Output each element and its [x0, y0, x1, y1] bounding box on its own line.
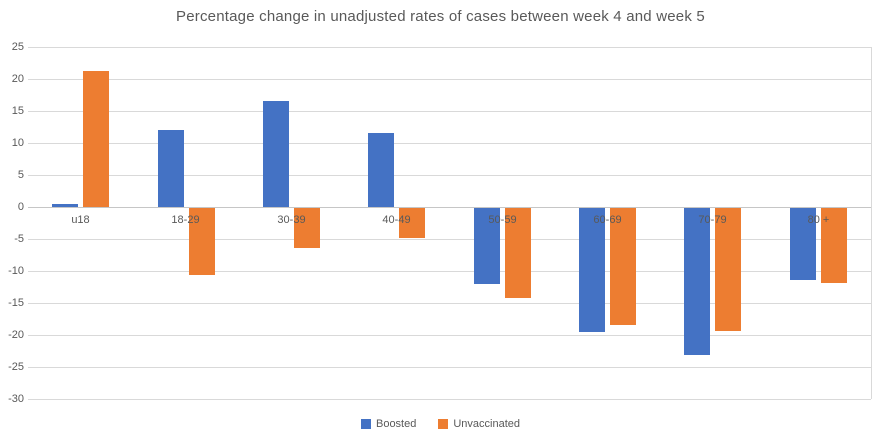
- y-axis-tick-label: 10: [11, 137, 24, 149]
- y-axis-tick-label: 15: [11, 105, 24, 117]
- zero-gridline: [28, 207, 871, 208]
- y-axis-tick-label: -5: [14, 233, 24, 245]
- bar-unvaccinated-70-79: [715, 208, 741, 331]
- gridline: [28, 303, 871, 304]
- y-axis-tick-label: -20: [8, 329, 24, 341]
- gridline: [28, 79, 871, 80]
- x-axis-category-label: 18-29: [171, 214, 200, 226]
- gridline: [28, 399, 871, 400]
- y-axis-tick-label: -25: [8, 361, 24, 373]
- plot-right-border: [871, 47, 872, 399]
- legend-item-boosted: Boosted: [360, 418, 417, 430]
- y-axis-tick-label: 20: [11, 73, 24, 85]
- legend: Boosted Unvaccinated: [0, 418, 881, 430]
- bar-unvaccinated-50-59: [505, 208, 531, 298]
- bar-unvaccinated-u18: [83, 71, 109, 207]
- gridline: [28, 367, 871, 368]
- legend-label: Boosted: [375, 418, 417, 430]
- x-axis-category-label: 40-49: [382, 214, 411, 226]
- y-axis-tick-label: -10: [8, 265, 24, 277]
- gridline: [28, 175, 871, 176]
- bar-boosted-40-49: [368, 133, 394, 207]
- gridline: [28, 239, 871, 240]
- gridline: [28, 47, 871, 48]
- legend-label: Unvaccinated: [453, 418, 521, 430]
- chart-title: Percentage change in unadjusted rates of…: [176, 8, 705, 25]
- x-axis-category-label: u18: [71, 214, 90, 226]
- y-axis-tick-label: -30: [8, 393, 24, 405]
- y-axis-tick-label: 25: [11, 41, 24, 53]
- gridline: [28, 335, 871, 336]
- bar-boosted-50-59: [474, 208, 500, 284]
- legend-swatch-unvaccinated: [438, 419, 449, 429]
- y-axis-tick-label: 5: [17, 169, 24, 181]
- bar-unvaccinated-80+: [821, 208, 847, 283]
- legend-item-unvaccinated: Unvaccinated: [438, 418, 520, 430]
- bar-boosted-70-79: [684, 208, 710, 355]
- y-axis-tick-label: 0: [17, 201, 24, 213]
- gridline: [28, 271, 871, 272]
- bar-unvaccinated-30-39: [294, 208, 320, 248]
- bar-boosted-60-69: [579, 208, 605, 332]
- y-axis-tick-label: -15: [8, 297, 24, 309]
- bar-unvaccinated-18-29: [189, 208, 215, 275]
- bar-unvaccinated-40-49: [399, 208, 425, 238]
- bar-boosted-80+: [790, 208, 816, 280]
- bar-boosted-18-29: [158, 130, 184, 207]
- x-axis-category-label: 70-79: [698, 214, 727, 226]
- gridline: [28, 143, 871, 144]
- x-axis-category-label: 30-39: [277, 214, 306, 226]
- bar-unvaccinated-60-69: [610, 208, 636, 325]
- x-axis-category-label: 80 +: [807, 214, 830, 226]
- gridline: [28, 111, 871, 112]
- x-axis-category-label: 60-69: [593, 214, 622, 226]
- bar-boosted-u18: [52, 204, 78, 207]
- legend-swatch-boosted: [360, 419, 371, 429]
- bar-boosted-30-39: [263, 101, 289, 207]
- x-axis-category-label: 50-59: [488, 214, 517, 226]
